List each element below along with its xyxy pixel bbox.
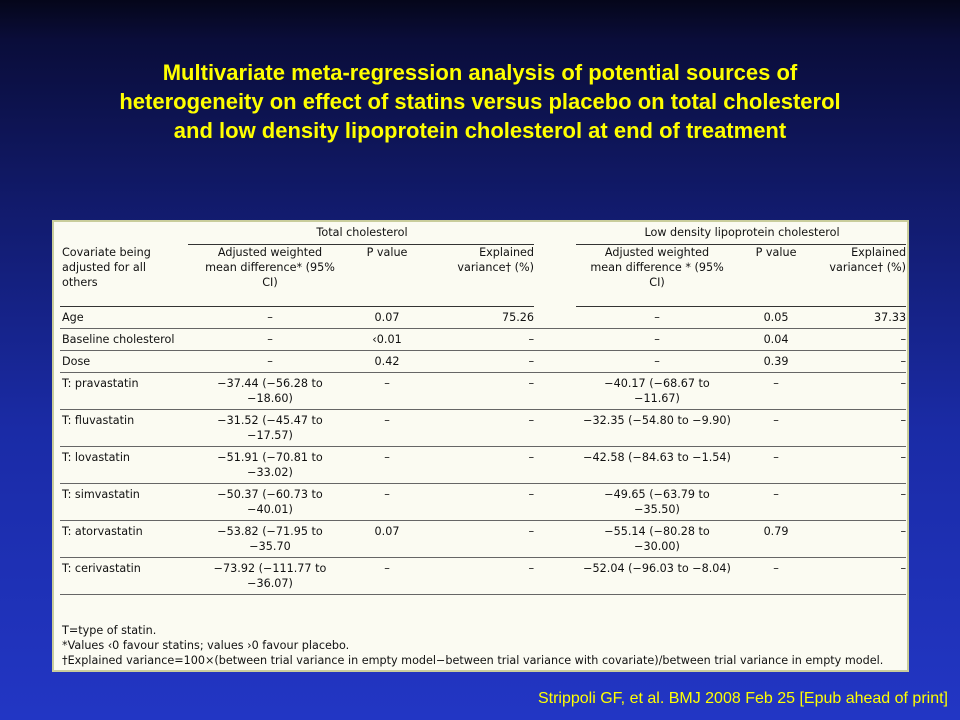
ldl-p-cell: – xyxy=(736,409,815,447)
ldl-wmd-cell: −32.35 (−54.80 to −9.90) xyxy=(576,409,737,447)
table-footnotes: T=type of statin. *Values ‹0 favour stat… xyxy=(62,623,902,668)
tc-p-cell: 0.07 xyxy=(350,306,422,329)
ldl-p-cell: 0.04 xyxy=(736,328,815,351)
ldl-ev-cell: – xyxy=(814,328,907,351)
covariate-cell: T: simvastatin xyxy=(60,483,188,521)
title-line: heterogeneity on effect of statins versu… xyxy=(119,89,841,114)
table-body: Age –0.07 75.26–0.05 37.33 Baseline choleste… xyxy=(60,306,907,595)
table-row: T: atorvastatin −53.82 (−71.95 to −35.70 0.… xyxy=(60,520,907,558)
ldl-ev-cell: – xyxy=(814,520,907,558)
title-line: and low density lipoprotein cholesterol … xyxy=(173,118,787,143)
ldl-p-cell: – xyxy=(736,372,815,410)
tc-ev-cell: – xyxy=(422,557,535,595)
ldl-wmd-header: Adjusted weighted mean difference * (95%… xyxy=(576,244,737,307)
ldl-wmd-cell: −49.65 (−63.79 to −35.50) xyxy=(576,483,737,521)
tc-wmd-cell: −50.37 (−60.73 to −40.01) xyxy=(188,483,350,521)
citation: Strippoli GF, et al. BMJ 2008 Feb 25 [Ep… xyxy=(537,690,948,707)
covariate-cell: T: pravastatin xyxy=(60,372,188,410)
footnote: *Values ‹0 favour statins; values ›0 fav… xyxy=(62,639,350,652)
tc-ev-cell: 75.26 xyxy=(422,306,535,329)
ldl-ev-cell: – xyxy=(814,409,907,447)
table-row: T: pravastatin −37.44 (−56.28 to −18.60) – –… xyxy=(60,372,907,410)
tc-p-cell: – xyxy=(350,372,422,410)
ldl-ev-cell: – xyxy=(814,372,907,410)
tc-ev-cell: – xyxy=(422,372,535,410)
table-row: T: lovastatin −51.91 (−70.81 to −33.02) – – −… xyxy=(60,446,907,484)
covariate-cell: T: cerivastatin xyxy=(60,557,188,595)
total-cholesterol-header: Total cholesterol xyxy=(188,226,535,245)
ldl-p-cell: – xyxy=(736,557,815,595)
tc-p-cell: – xyxy=(350,483,422,521)
footnote: †Explained variance=100×(between trial v… xyxy=(62,654,884,667)
ldl-ev-cell: – xyxy=(814,446,907,484)
ldl-p-cell: 0.39 xyxy=(736,350,815,373)
ldl-p-cell: 0.05 xyxy=(736,306,815,329)
footnote: T=type of statin. xyxy=(62,624,157,637)
tc-p-header: P value xyxy=(350,244,422,307)
ldl-wmd-cell: −42.58 (−84.63 to −1.54) xyxy=(576,446,737,484)
ldl-ev-cell: 37.33 xyxy=(814,306,907,329)
ldl-ev-header: Explained variance† (%) xyxy=(814,244,907,307)
column-header-row: Covariate being adjusted for all others … xyxy=(60,244,907,307)
covariate-cell: T: fluvastatin xyxy=(60,409,188,447)
covariate-cell: Age xyxy=(60,306,188,329)
meta-regression-table: Total cholesterol Low density lipoprotei… xyxy=(60,226,907,595)
ldl-wmd-cell: −55.14 (−80.28 to −30.00) xyxy=(576,520,737,558)
tc-wmd-cell: – xyxy=(188,306,350,329)
ldl-cholesterol-header: Low density lipoprotein cholesterol xyxy=(576,226,907,245)
tc-ev-cell: – xyxy=(422,409,535,447)
tc-ev-cell: – xyxy=(422,328,535,351)
tc-p-cell: 0.42 xyxy=(350,350,422,373)
ldl-wmd-cell: – xyxy=(576,306,737,329)
title-line: Multivariate meta-regression analysis of… xyxy=(162,60,798,85)
ldl-p-cell: – xyxy=(736,446,815,484)
table-row: T: simvastatin −50.37 (−60.73 to −40.01) – –… xyxy=(60,483,907,521)
tc-ev-cell: – xyxy=(422,350,535,373)
tc-ev-cell: – xyxy=(422,446,535,484)
tc-p-cell: – xyxy=(350,409,422,447)
slide-title: Multivariate meta-regression analysis of… xyxy=(0,58,960,145)
group-header-row: Total cholesterol Low density lipoprotei… xyxy=(60,226,907,245)
tc-wmd-cell: −51.91 (−70.81 to −33.02) xyxy=(188,446,350,484)
ldl-ev-cell: – xyxy=(814,483,907,521)
covariate-header: Covariate being adjusted for all others xyxy=(60,244,188,307)
results-table-card: Total cholesterol Low density lipoprotei… xyxy=(52,220,909,672)
tc-p-cell: – xyxy=(350,446,422,484)
ldl-p-cell: – xyxy=(736,483,815,521)
table-row: Baseline cholesterol – ‹0.01– –0.04– xyxy=(60,328,907,351)
tc-wmd-cell: −37.44 (−56.28 to −18.60) xyxy=(188,372,350,410)
ldl-p-cell: 0.79 xyxy=(736,520,815,558)
table-row: Dose –0.42– –0.39– xyxy=(60,350,907,373)
tc-p-cell: ‹0.01 xyxy=(350,328,422,351)
tc-p-cell: – xyxy=(350,557,422,595)
covariate-cell: Dose xyxy=(60,350,188,373)
tc-ev-header: Explained variance† (%) xyxy=(422,244,535,307)
ldl-p-header: P value xyxy=(736,244,815,307)
tc-p-cell: 0.07 xyxy=(350,520,422,558)
covariate-cell: Baseline cholesterol xyxy=(60,328,188,351)
covariate-cell: T: atorvastatin xyxy=(60,520,188,558)
tc-wmd-cell: −53.82 (−71.95 to −35.70 xyxy=(188,520,350,558)
tc-wmd-cell: −31.52 (−45.47 to −17.57) xyxy=(188,409,350,447)
ldl-wmd-cell: – xyxy=(576,328,737,351)
ldl-ev-cell: – xyxy=(814,350,907,373)
tc-ev-cell: – xyxy=(422,520,535,558)
ldl-ev-cell: – xyxy=(814,557,907,595)
tc-wmd-cell: – xyxy=(188,350,350,373)
tc-wmd-header: Adjusted weighted mean difference* (95% … xyxy=(188,244,350,307)
covariate-cell: T: lovastatin xyxy=(60,446,188,484)
ldl-wmd-cell: −40.17 (−68.67 to −11.67) xyxy=(576,372,737,410)
tc-wmd-cell: −73.92 (−111.77 to −36.07) xyxy=(188,557,350,595)
table-row: T: cerivastatin −73.92 (−111.77 to −36.07)… xyxy=(60,557,907,595)
table-row: Age –0.07 75.26–0.05 37.33 xyxy=(60,306,907,329)
ldl-wmd-cell: −52.04 (−96.03 to −8.04) xyxy=(576,557,737,595)
table-row: T: fluvastatin −31.52 (−45.47 to −17.57) – –… xyxy=(60,409,907,447)
tc-ev-cell: – xyxy=(422,483,535,521)
tc-wmd-cell: – xyxy=(188,328,350,351)
ldl-wmd-cell: – xyxy=(576,350,737,373)
